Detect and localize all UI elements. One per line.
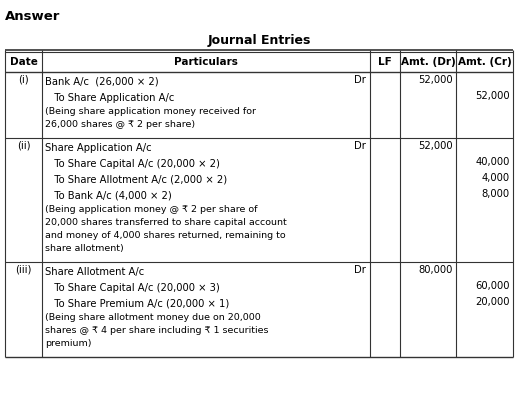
Text: To Share Allotment A/c (2,000 × 2): To Share Allotment A/c (2,000 × 2) (45, 175, 227, 184)
Text: 8,000: 8,000 (482, 189, 510, 199)
Text: (iii): (iii) (16, 265, 32, 275)
Text: Amt. (Dr): Amt. (Dr) (400, 57, 455, 67)
Text: 52,000: 52,000 (419, 75, 453, 85)
Text: Dr: Dr (354, 75, 366, 85)
Text: (Being share allotment money due on 20,000: (Being share allotment money due on 20,0… (45, 313, 261, 322)
Text: To Bank A/c (4,000 × 2): To Bank A/c (4,000 × 2) (45, 191, 172, 200)
Text: Bank A/c  (26,000 × 2): Bank A/c (26,000 × 2) (45, 76, 159, 87)
Text: (i): (i) (18, 75, 29, 85)
Text: share allotment): share allotment) (45, 244, 124, 253)
Text: 52,000: 52,000 (476, 91, 510, 101)
Text: (ii): (ii) (17, 141, 30, 151)
Text: To Share Capital A/c (20,000 × 2): To Share Capital A/c (20,000 × 2) (45, 159, 220, 169)
Text: To Share Capital A/c (20,000 × 3): To Share Capital A/c (20,000 × 3) (45, 283, 220, 292)
Text: (Being application money @ ₹ 2 per share of: (Being application money @ ₹ 2 per share… (45, 205, 257, 214)
Text: To Share Application A/c: To Share Application A/c (45, 92, 175, 103)
Text: Particulars: Particulars (174, 57, 238, 67)
Text: To Share Premium A/c (20,000 × 1): To Share Premium A/c (20,000 × 1) (45, 299, 229, 309)
Text: and money of 4,000 shares returned, remaining to: and money of 4,000 shares returned, rema… (45, 231, 285, 240)
Text: premium): premium) (45, 339, 92, 348)
Text: Answer: Answer (5, 10, 61, 23)
Text: (Being share application money received for: (Being share application money received … (45, 107, 256, 116)
Text: 4,000: 4,000 (482, 173, 510, 183)
Text: 20,000 shares transferred to share capital account: 20,000 shares transferred to share capit… (45, 218, 287, 227)
Text: Journal Entries: Journal Entries (207, 34, 311, 47)
Text: Share Allotment A/c: Share Allotment A/c (45, 267, 144, 276)
Text: 26,000 shares @ ₹ 2 per share): 26,000 shares @ ₹ 2 per share) (45, 120, 195, 129)
Text: Amt. (Cr): Amt. (Cr) (457, 57, 511, 67)
Text: shares @ ₹ 4 per share including ₹ 1 securities: shares @ ₹ 4 per share including ₹ 1 sec… (45, 326, 268, 335)
Text: 40,000: 40,000 (476, 157, 510, 167)
Text: 20,000: 20,000 (476, 297, 510, 307)
Text: Dr: Dr (354, 265, 366, 275)
Text: Dr: Dr (354, 141, 366, 151)
Text: 60,000: 60,000 (476, 281, 510, 291)
Text: Date: Date (9, 57, 37, 67)
Text: 80,000: 80,000 (419, 265, 453, 275)
Text: LF: LF (378, 57, 392, 67)
Text: Share Application A/c: Share Application A/c (45, 143, 152, 153)
Text: 52,000: 52,000 (419, 141, 453, 151)
